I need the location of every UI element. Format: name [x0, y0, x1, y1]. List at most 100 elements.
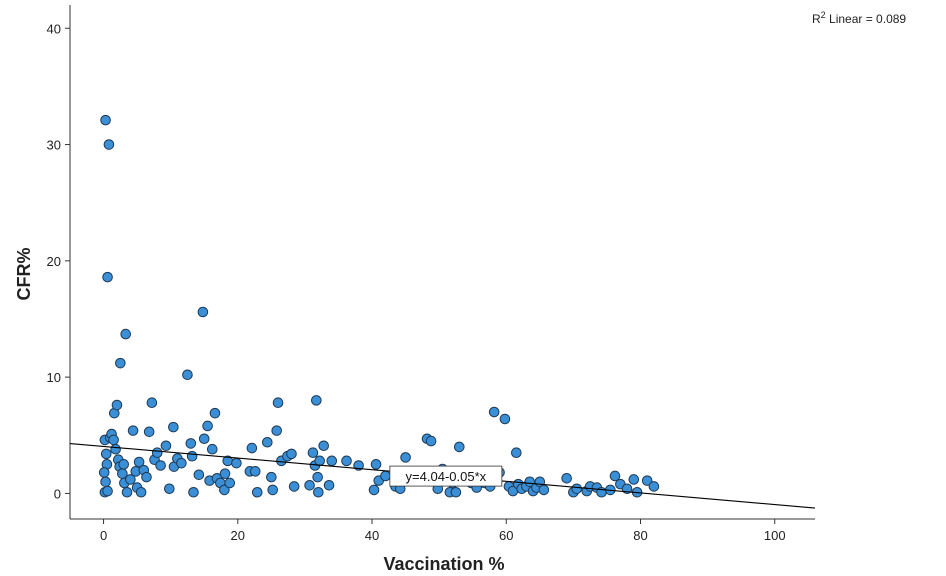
data-point — [135, 486, 147, 498]
data-point — [511, 447, 522, 459]
data-point — [648, 481, 660, 492]
data-point — [102, 271, 113, 283]
y-tick-label: 30 — [47, 138, 61, 153]
regression-equation-box — [389, 465, 503, 487]
data-point — [100, 476, 111, 488]
data-point — [206, 443, 218, 455]
data-point — [370, 459, 382, 470]
y-tick-label: 20 — [47, 254, 61, 269]
data-point — [246, 442, 258, 454]
data-point — [111, 399, 123, 411]
x-axis-title: Vaccination % — [383, 554, 504, 574]
data-point — [176, 457, 187, 469]
data-point — [313, 486, 324, 498]
data-point — [193, 469, 205, 481]
x-tick-label: 0 — [100, 528, 107, 543]
data-point — [314, 455, 325, 467]
x-tick-label: 60 — [499, 528, 513, 543]
data-point — [368, 484, 380, 496]
data-point — [182, 369, 193, 381]
data-point — [168, 421, 179, 433]
x-tick-label: 100 — [764, 528, 786, 543]
data-point — [185, 438, 197, 449]
data-point — [231, 457, 242, 469]
data-point — [202, 420, 213, 432]
data-point — [341, 455, 352, 467]
data-point — [110, 443, 121, 455]
data-point — [102, 485, 113, 497]
data-point — [115, 357, 126, 369]
data-point — [125, 474, 136, 485]
data-point — [499, 413, 511, 425]
r-squared-superscript: 2 — [821, 10, 826, 20]
data-point — [143, 426, 155, 438]
data-point — [380, 470, 391, 482]
data-point — [561, 472, 572, 484]
x-ticks: 0 20 40 60 80 100 — [100, 519, 786, 543]
data-point — [286, 448, 297, 460]
axes: 0 20 40 60 80 100 0 10 20 30 40 — [47, 5, 815, 543]
data-point — [160, 440, 172, 452]
data-point — [488, 406, 500, 418]
data-point — [151, 447, 163, 459]
r-squared-label: R2 Linear = 0.089 — [812, 10, 906, 26]
data-point — [425, 435, 437, 447]
data-point — [641, 475, 653, 486]
data-point — [188, 486, 199, 498]
data-point — [219, 468, 231, 479]
data-point — [312, 471, 323, 483]
data-point — [103, 139, 115, 150]
data-point — [318, 440, 330, 452]
r-squared-prefix: R — [812, 12, 821, 26]
data-point — [271, 425, 283, 436]
y-axis-title: CFR% — [14, 248, 34, 301]
data-point — [209, 407, 221, 419]
data-point — [628, 474, 640, 485]
y-tick-label: 0 — [54, 486, 61, 501]
r-squared-text: Linear = 0.089 — [826, 12, 907, 26]
data-point — [609, 470, 621, 482]
data-point — [249, 466, 261, 477]
data-point — [571, 483, 583, 495]
data-point — [311, 395, 322, 406]
data-point — [453, 441, 465, 453]
data-point — [133, 456, 145, 468]
regression-equation-label: y=4.04-0.05*x — [389, 465, 503, 487]
data-point — [121, 486, 133, 498]
data-point — [323, 479, 335, 491]
data-point — [197, 306, 209, 318]
data-point — [450, 486, 462, 498]
regression-equation-text: y=4.04-0.05*x — [406, 469, 487, 484]
x-tick-label: 20 — [231, 528, 245, 543]
data-point — [118, 459, 129, 470]
data-point — [262, 436, 273, 448]
data-point — [98, 467, 110, 478]
data-point — [266, 471, 277, 483]
data-point — [288, 481, 300, 492]
data-point — [141, 471, 152, 483]
data-point — [155, 460, 166, 471]
data-point — [538, 484, 550, 496]
data-point — [186, 450, 198, 462]
y-tick-label: 40 — [47, 21, 61, 36]
data-point — [267, 484, 278, 496]
data-point — [251, 486, 263, 498]
data-point — [224, 477, 236, 489]
x-tick-label: 40 — [365, 528, 379, 543]
y-ticks: 0 10 20 30 40 — [47, 21, 70, 501]
data-point — [307, 447, 319, 459]
data-point — [304, 479, 315, 491]
data-point — [400, 452, 411, 463]
data-point — [100, 114, 111, 126]
y-tick-label: 10 — [47, 370, 61, 385]
data-point — [219, 484, 230, 496]
data-point — [146, 397, 158, 409]
data-point — [127, 425, 139, 436]
data-point — [108, 434, 119, 446]
data-point — [326, 455, 338, 467]
data-point — [120, 328, 132, 340]
x-tick-label: 80 — [633, 528, 647, 543]
data-point — [272, 397, 284, 409]
data-point — [164, 483, 175, 495]
